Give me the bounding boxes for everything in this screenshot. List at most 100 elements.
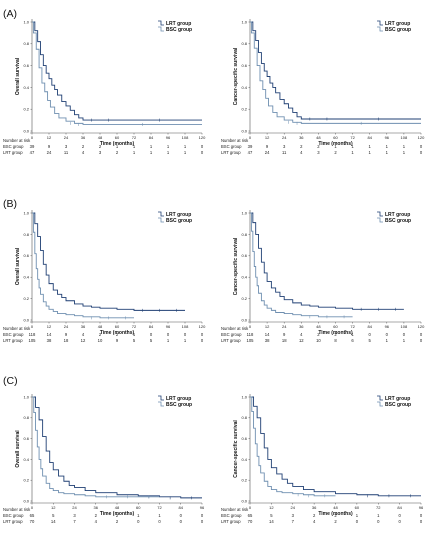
x-tick-label: 60: [333, 135, 338, 140]
risk-table-cell: 0: [369, 332, 372, 337]
legend-swatch: [158, 401, 164, 407]
risk-table-cell: 1: [184, 150, 187, 155]
risk-table-cell: 0: [167, 332, 170, 337]
y-tick-label: 1.0: [23, 19, 29, 24]
risk-table-cell: 2: [334, 332, 337, 337]
risk-table-cell: 4: [82, 150, 85, 155]
risk-table-cell: 2: [116, 150, 119, 155]
risk-table-cell: 0: [184, 332, 187, 337]
y-tick-label: 0.6: [23, 253, 29, 258]
chart-panel-1: (A)0.00.20.40.60.81.00 12 24 36 48 60 72 84 96 10…: [3, 8, 206, 155]
risk-table-cell: 2: [334, 513, 337, 518]
x-tick-label: 48: [316, 135, 321, 140]
legend-swatch: [377, 395, 383, 401]
y-tick-label: 0.4: [241, 275, 247, 280]
risk-table-cell: 1: [167, 144, 170, 149]
risk-table-header: Number at risk: [3, 326, 31, 331]
x-tick-label: 84: [367, 324, 372, 329]
risk-table-cell: 1: [351, 332, 354, 337]
legend-swatch: [377, 211, 383, 217]
risk-table-cell: 0: [420, 338, 423, 343]
x-tick-label: 0: [249, 505, 252, 510]
risk-table-cell: 0: [201, 332, 204, 337]
risk-table-cell: 2: [116, 513, 119, 518]
chart-panel-4: 0.00.20.40.60.81.00 12 24 36 48 60 72 84 96 108 12…: [221, 210, 425, 343]
risk-table-cell: 1: [334, 144, 337, 149]
series-line-lrt: [250, 396, 421, 497]
risk-table-cell: 0: [150, 332, 153, 337]
series-line-bsc: [250, 396, 336, 497]
chart-panel-5: (C)0.00.20.40.60.81.00 12 24 36 48 60 72 84 96Ov…: [3, 375, 205, 524]
legend-swatch: [377, 20, 383, 26]
y-tick-label: 0.0: [241, 498, 247, 503]
risk-table-cell: 1: [133, 332, 136, 337]
x-tick-label: 96: [200, 505, 205, 510]
series-line-lrt: [250, 21, 421, 120]
risk-table-cell: 1: [403, 144, 406, 149]
x-tick-label: 108: [401, 324, 408, 329]
risk-table-cell: 9: [283, 332, 286, 337]
risk-table-cell: 1: [351, 144, 354, 149]
legend-item-label: LRT group: [166, 212, 191, 218]
x-tick-label: 60: [115, 324, 120, 329]
y-tick-label: 0.8: [241, 41, 247, 46]
x-tick-label: 36: [94, 505, 99, 510]
series-line-lrt: [32, 396, 202, 499]
y-tick-label: 0.4: [23, 457, 29, 462]
risk-table-cell: 5: [133, 338, 136, 343]
risk-table-cell: 0: [180, 519, 183, 524]
x-tick-label: 84: [397, 505, 402, 510]
risk-table-cell: 9: [65, 332, 68, 337]
risk-table-cell: 0: [398, 513, 401, 518]
risk-table-cell: 0: [403, 332, 406, 337]
risk-table-cell: 39: [248, 144, 253, 149]
risk-table-cell: 38: [47, 338, 52, 343]
risk-table-cell: 38: [265, 338, 270, 343]
x-tick-label: 48: [316, 324, 321, 329]
x-tick-label: 12: [47, 324, 52, 329]
y-tick-label: 0.4: [241, 457, 247, 462]
panel-label: (C): [3, 375, 18, 387]
risk-table-cell: 5: [150, 338, 153, 343]
x-tick-label: 96: [385, 135, 390, 140]
risk-table-cell: 0: [398, 519, 401, 524]
x-tick-label: 96: [385, 324, 390, 329]
y-tick-label: 0.8: [23, 41, 29, 46]
risk-table-cell: 2: [317, 332, 320, 337]
legend-item-label: LRT group: [385, 21, 410, 27]
x-tick-label: 60: [355, 505, 360, 510]
x-tick-label: 120: [199, 135, 206, 140]
risk-table-cell: 12: [81, 338, 86, 343]
legend-swatch: [158, 26, 164, 32]
risk-table-cell: 70: [248, 519, 253, 524]
risk-table-cell: 1: [167, 150, 170, 155]
risk-table-cell: 11: [64, 150, 69, 155]
y-tick-label: 0.0: [23, 498, 29, 503]
risk-table-cell: 1: [133, 150, 136, 155]
y-tick-label: 0.8: [23, 415, 29, 420]
series-line-lrt: [32, 21, 202, 121]
legend-swatch: [158, 217, 164, 223]
y-tick-label: 0.2: [23, 107, 29, 112]
risk-table-cell: 4: [300, 332, 303, 337]
x-tick-label: 0: [31, 135, 34, 140]
x-tick-label: 72: [132, 135, 137, 140]
x-tick-label: 48: [98, 135, 103, 140]
y-tick-label: 0.2: [23, 296, 29, 301]
legend-swatch: [158, 20, 164, 26]
y-tick-label: 0.6: [241, 253, 247, 258]
x-tick-label: 12: [265, 135, 270, 140]
risk-table-cell: 2: [313, 513, 316, 518]
legend-swatch: [377, 26, 383, 32]
y-axis-title: Overall survival: [15, 57, 21, 95]
x-tick-label: 60: [136, 505, 141, 510]
risk-table-cell: 5: [369, 338, 372, 343]
risk-table-cell: 1: [158, 513, 161, 518]
risk-table-cell: 105: [247, 338, 255, 343]
x-tick-label: 72: [350, 324, 355, 329]
x-tick-label: 12: [269, 505, 274, 510]
y-tick-label: 0.4: [23, 85, 29, 90]
x-tick-label: 36: [81, 324, 86, 329]
risk-table-cell: 14: [51, 519, 56, 524]
